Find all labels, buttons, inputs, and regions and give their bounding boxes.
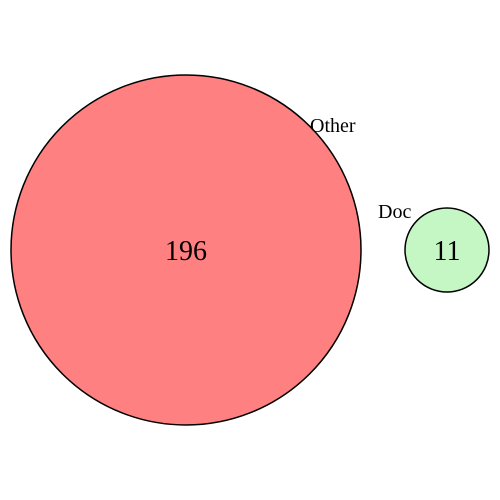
set-doc-label: Doc	[378, 201, 411, 223]
set-other-circle	[10, 74, 362, 426]
set-doc: Doc 11	[378, 201, 490, 293]
set-doc-count: 11	[434, 236, 461, 267]
set-other: Other 196	[10, 74, 362, 426]
set-other-label: Other	[310, 115, 356, 137]
set-other-count: 196	[165, 236, 207, 267]
set-doc-circle	[404, 207, 490, 293]
